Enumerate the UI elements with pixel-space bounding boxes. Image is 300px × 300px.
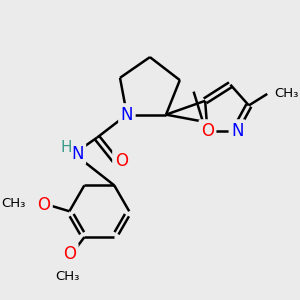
Text: O: O [63,245,76,263]
Text: H: H [60,140,72,155]
Text: O: O [201,122,214,140]
Text: O: O [115,152,128,169]
Text: N: N [231,122,244,140]
Text: CH₃: CH₃ [274,87,298,101]
Text: O: O [37,196,50,214]
Text: N: N [121,106,133,124]
Text: N: N [71,145,84,163]
Text: CH₃: CH₃ [1,196,26,209]
Text: CH₃: CH₃ [55,270,80,283]
